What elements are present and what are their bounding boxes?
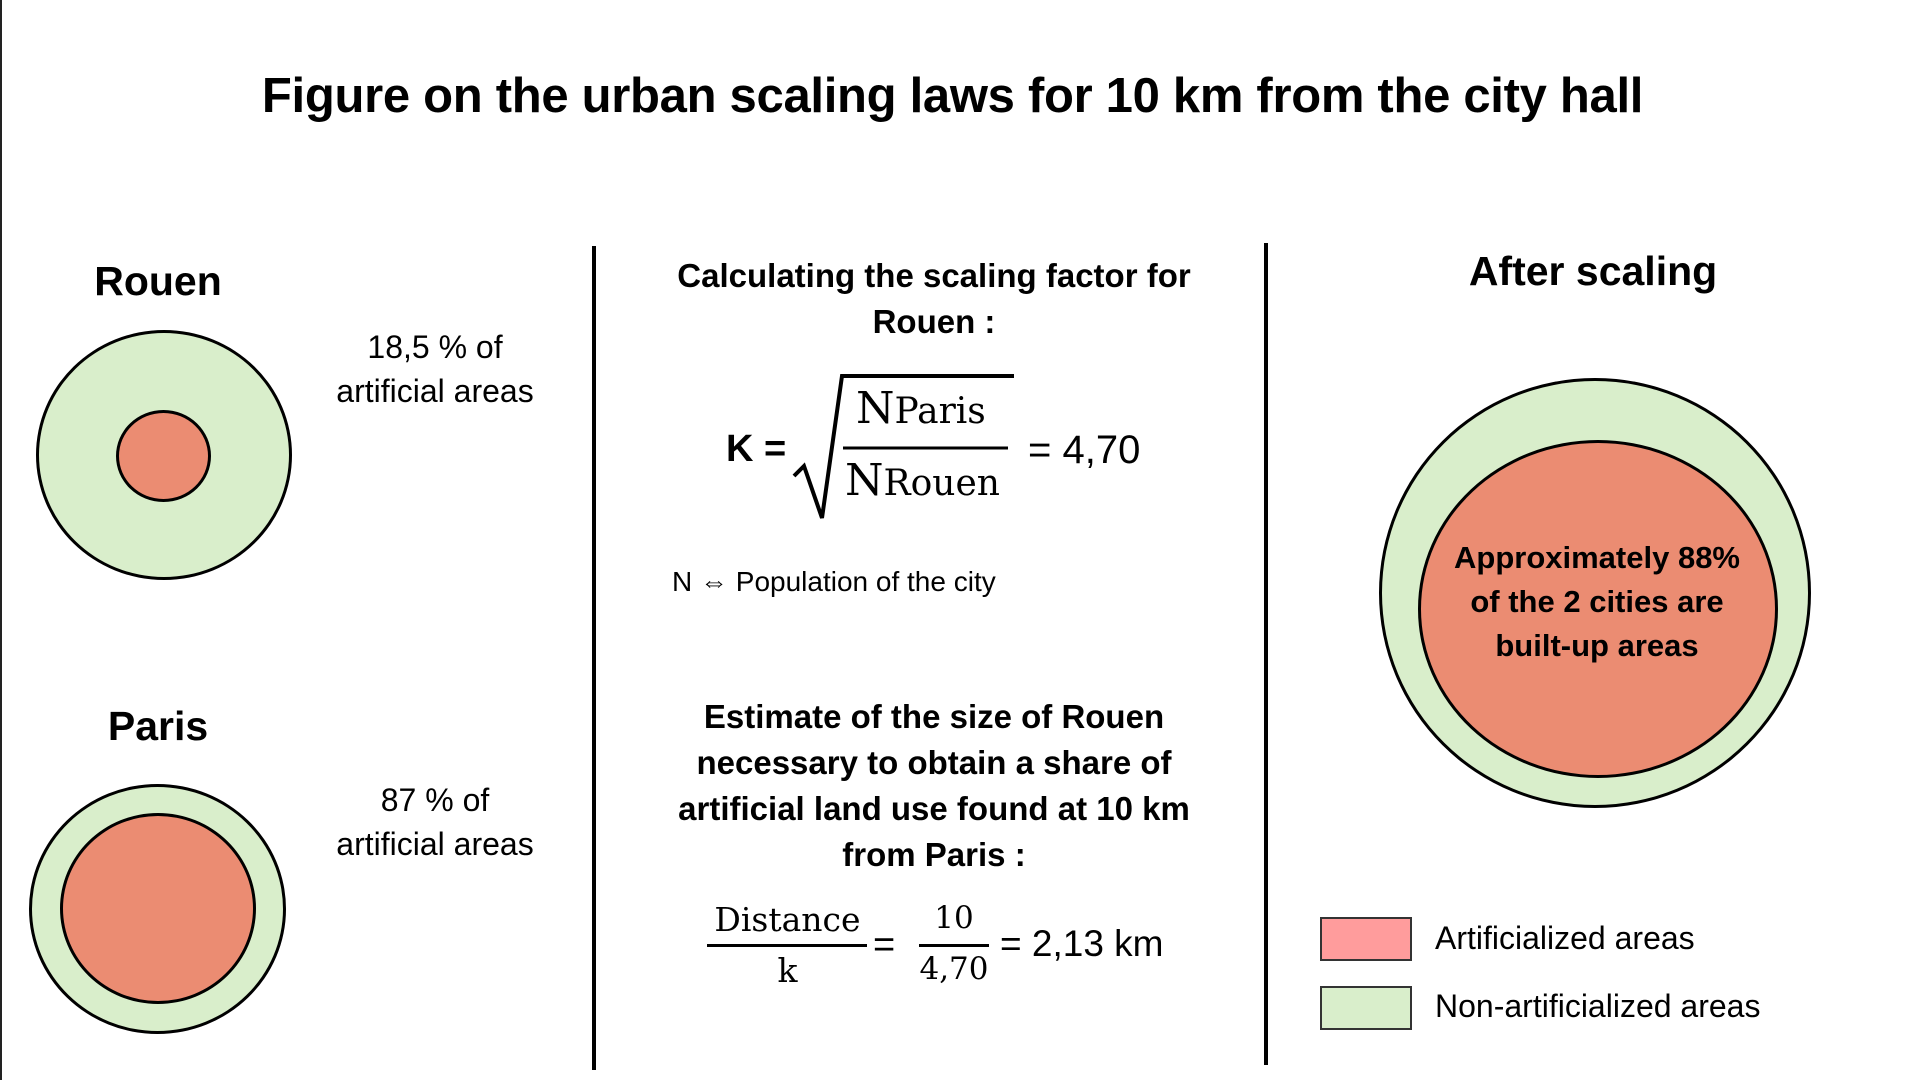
scaled-inner-line2: of the 2 cities are [1470, 584, 1724, 619]
estimate-line1: Estimate of the size of Rouen [703, 698, 1165, 735]
distance-denominator: k [777, 951, 798, 990]
divider-left [592, 246, 596, 1070]
legend-swatch-artificial [1320, 917, 1412, 961]
k-numerator-n: N [856, 383, 895, 434]
population-note: N ⇔ Population of the city [672, 566, 996, 597]
k-denominator-n: N [845, 455, 884, 506]
ten-fraction-bar [919, 944, 989, 947]
after-scaling-heading: After scaling [1468, 248, 1718, 294]
legend-label-non-artificial: Non-artificialized areas [1435, 988, 1761, 1024]
paris-share-line1: 87 % of [380, 782, 490, 818]
paris-inner-circle [60, 813, 256, 1004]
distance-result: = 2,13 km [1000, 923, 1164, 964]
scaling-factor-heading-line2: Rouen : [872, 303, 996, 340]
figure-title: Figure on the urban scaling laws for 10 … [261, 69, 1644, 123]
scaled-inner-line3: built-up areas [1495, 628, 1699, 663]
estimate-line4: from Paris : [842, 836, 1026, 873]
estimate-line3: artificial land use found at 10 km [678, 790, 1190, 827]
k-denominator: NRouen [845, 456, 1000, 509]
estimate-heading: Estimate of the size of Rouen necessary … [604, 694, 1264, 878]
scaling-factor-heading: Calculating the scaling factor for Rouen… [604, 253, 1264, 345]
rouen-label: Rouen [94, 258, 222, 304]
scaled-inner-text: Approximately 88% of the 2 cities are bu… [1437, 536, 1757, 668]
ten-denominator: 4,70 [919, 951, 989, 987]
ten-numerator: 10 [934, 900, 974, 936]
paris-label: Paris [107, 703, 209, 749]
legend-label-artificial: Artificialized areas [1435, 920, 1695, 956]
distance-numerator: Distance [714, 900, 861, 939]
rouen-share-text: 18,5 % of artificial areas [300, 325, 570, 413]
paris-share-line2: artificial areas [336, 826, 534, 862]
rouen-inner-circle [116, 410, 211, 502]
paris-share-text: 87 % of artificial areas [300, 778, 570, 866]
rouen-share-line1: 18,5 % of [367, 329, 503, 365]
scaling-factor-heading-line1: Calculating the scaling factor for [677, 257, 1191, 294]
k-result: = 4,70 [1028, 428, 1141, 472]
k-numerator-sub: Paris [894, 391, 986, 432]
scaled-inner-line1: Approximately 88% [1454, 540, 1740, 575]
left-border [0, 0, 2, 1080]
distance-fraction-bar [707, 944, 867, 947]
k-denominator-sub: Rouen [883, 463, 1000, 504]
estimate-line2: necessary to obtain a share of [696, 744, 1172, 781]
equals-sign: = [873, 924, 896, 966]
rouen-share-line2: artificial areas [336, 373, 534, 409]
legend-swatch-non-artificial [1320, 986, 1412, 1030]
k-label: K = [726, 428, 787, 470]
k-numerator: NParis [856, 384, 986, 437]
divider-right [1264, 243, 1268, 1065]
scaled-inner-circle [1418, 440, 1778, 778]
square-root-symbol [792, 374, 1014, 519]
